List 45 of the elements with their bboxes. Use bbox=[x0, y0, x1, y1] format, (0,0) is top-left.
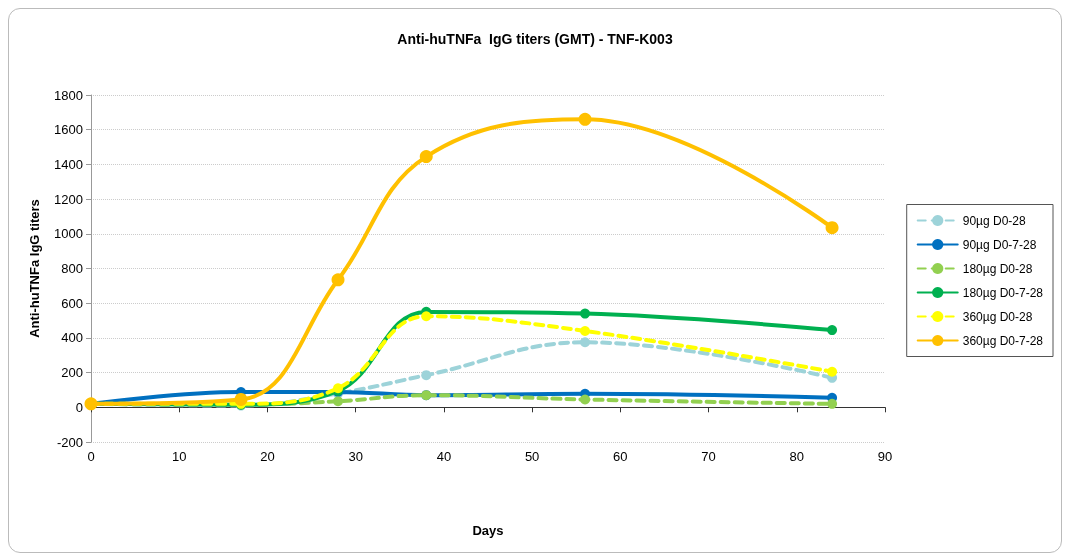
x-tick-label: 90 bbox=[877, 449, 893, 464]
y-axis-title: Anti-huTNFa IgG titers bbox=[27, 199, 42, 338]
x-tick-label: 70 bbox=[701, 449, 716, 464]
legend-label: 360µg D0-7-28 bbox=[962, 333, 1044, 348]
point bbox=[825, 221, 839, 235]
y-tick-label: 1000 bbox=[54, 226, 83, 242]
y-tick-label: 1600 bbox=[54, 122, 83, 138]
y-tick-label: -200 bbox=[56, 434, 83, 450]
legend-label: 180µg D0-28 bbox=[962, 261, 1033, 276]
y-tick-label: 600 bbox=[61, 295, 83, 311]
point bbox=[421, 370, 432, 381]
point bbox=[827, 366, 838, 377]
chart-title: Anti-huTNFa IgG titers (GMT) - TNF-K003 bbox=[397, 31, 673, 47]
y-tick-label: 400 bbox=[61, 330, 83, 346]
point bbox=[580, 325, 591, 336]
point bbox=[421, 311, 432, 322]
x-tick-label: 50 bbox=[524, 449, 540, 464]
point bbox=[578, 112, 592, 126]
x-tick-label: 60 bbox=[613, 449, 628, 464]
point bbox=[580, 308, 591, 319]
x-tick-label: 20 bbox=[260, 449, 275, 464]
y-tick-label: 1400 bbox=[54, 156, 83, 172]
x-tick-label: 10 bbox=[171, 449, 187, 464]
point bbox=[580, 394, 591, 405]
point bbox=[333, 396, 344, 407]
legend-label: 90µg D0-28 bbox=[962, 213, 1026, 228]
y-tick-label: 800 bbox=[61, 261, 83, 276]
legend-label: 180µg D0-7-28 bbox=[962, 285, 1044, 300]
point bbox=[827, 325, 838, 336]
x-tick-label: 0 bbox=[87, 449, 95, 464]
point bbox=[827, 398, 838, 409]
point bbox=[419, 150, 433, 164]
point bbox=[331, 273, 345, 287]
point bbox=[580, 337, 591, 348]
y-tick-label: 1200 bbox=[54, 191, 83, 207]
x-axis-title: Days bbox=[472, 523, 504, 538]
legend-label: 90µg D0-7-28 bbox=[962, 237, 1037, 252]
y-tick-label: 200 bbox=[61, 365, 83, 381]
legend-label: 360µg D0-28 bbox=[962, 309, 1033, 324]
x-tick-label: 30 bbox=[348, 449, 363, 464]
x-tick-label: 40 bbox=[436, 449, 452, 464]
y-tick-label: 0 bbox=[75, 399, 83, 415]
point bbox=[234, 393, 248, 406]
y-tick-label: 1800 bbox=[54, 87, 83, 103]
x-tick-label: 80 bbox=[789, 449, 805, 464]
